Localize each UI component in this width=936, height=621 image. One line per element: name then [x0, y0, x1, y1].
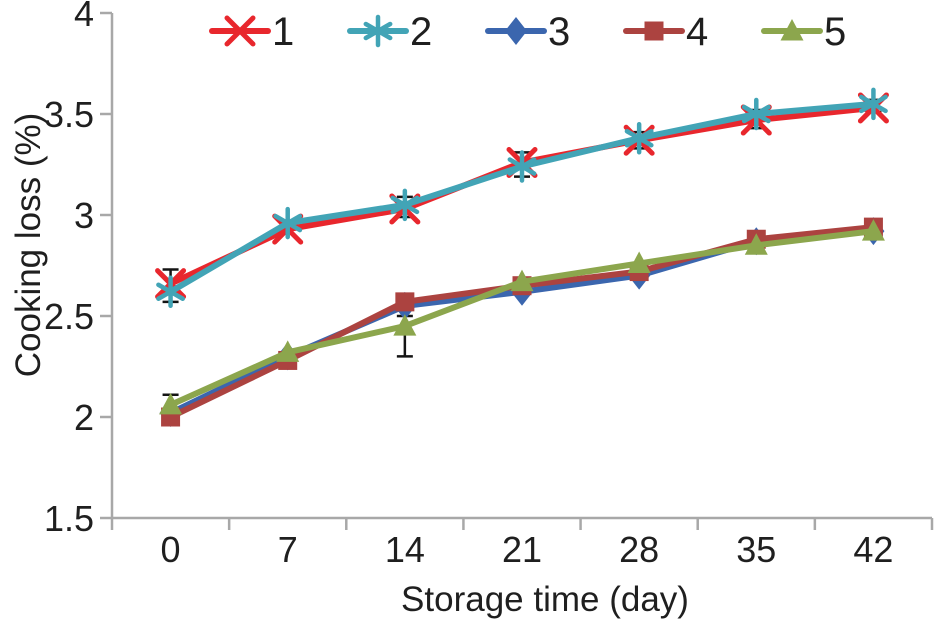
series-4-line	[167, 224, 877, 420]
series-5-line	[167, 228, 877, 408]
y-tick-label: 2	[74, 397, 94, 438]
square-marker	[395, 292, 415, 312]
legend-item-3: 3	[485, 10, 570, 54]
series-1	[155, 92, 889, 300]
y-tick-label: 3	[74, 195, 94, 236]
legend-item-4: 4	[623, 10, 708, 54]
triangle-marker	[510, 269, 534, 292]
legend-label: 1	[272, 10, 294, 54]
triangle-marker	[276, 340, 300, 362]
x-tick-label: 0	[161, 529, 181, 570]
y-tick-label: 2.5	[44, 296, 94, 337]
asterisk-marker	[624, 121, 654, 155]
series-5	[159, 219, 885, 415]
series-4	[161, 217, 883, 427]
triangle-marker	[627, 251, 651, 273]
legend-label: 5	[824, 10, 846, 54]
x-tick-label: 21	[502, 529, 542, 570]
x-tick-label: 35	[736, 529, 776, 570]
y-tick-label: 3.5	[44, 94, 94, 135]
axes: 43.532.521.50 7 14 21 28 35 42	[44, 0, 934, 570]
triangle-marker	[393, 314, 417, 336]
y-tick-label: 1.5	[44, 498, 94, 539]
y-axis-title: Cooking loss (%)	[9, 113, 48, 378]
series-2	[156, 87, 888, 309]
series-3	[159, 217, 885, 427]
legend-label: 3	[548, 10, 570, 54]
asterisk-marker	[156, 275, 186, 309]
asterisk-marker	[858, 87, 888, 121]
square-marker	[644, 21, 664, 41]
triangle-marker	[159, 392, 183, 415]
x-tick-label: 42	[853, 529, 893, 570]
data-series	[155, 87, 889, 427]
asterisk-marker	[273, 206, 303, 240]
legend-item-1: 1	[209, 10, 294, 54]
legend-label: 2	[410, 10, 432, 54]
y-tick-label: 4	[74, 0, 94, 34]
series-3-line	[167, 228, 877, 416]
triangle-marker	[744, 233, 768, 255]
asterisk-marker	[390, 188, 420, 222]
x-marker	[224, 15, 256, 47]
axis-lines	[110, 13, 932, 520]
legend-item-5: 5	[761, 10, 846, 54]
triangle-marker	[861, 219, 885, 241]
triangle-marker	[780, 19, 804, 41]
x-axis-title: Storage time (day)	[401, 580, 689, 619]
diamond-marker	[505, 17, 527, 45]
legend: 1 2 3 4 5	[209, 10, 846, 54]
asterisk-marker	[741, 97, 771, 131]
x-tick-label: 28	[619, 529, 659, 570]
x-tick-label: 14	[385, 529, 425, 570]
legend-item-2: 2	[347, 10, 432, 54]
legend-label: 4	[686, 10, 708, 54]
x-tick-label: 7	[278, 529, 298, 570]
asterisk-marker	[363, 14, 393, 48]
asterisk-marker	[507, 150, 537, 183]
